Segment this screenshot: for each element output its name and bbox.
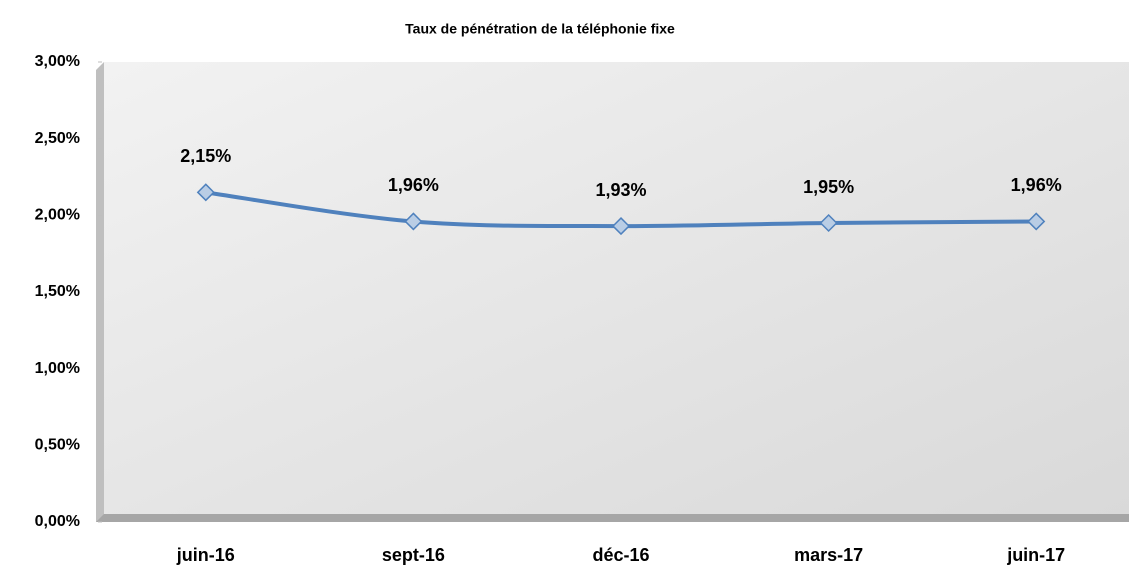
marker [196,183,215,202]
x-tick-label: juin-16 [176,545,235,565]
y-tick-label: 2,50% [35,130,80,147]
y-tick-label: 1,00% [35,360,80,377]
chart-title: Taux de pénétration de la téléphonie fix… [405,21,675,37]
chart-layer: 0,00% 0,50% 1,00% 1,50% 2,00% 2,50% 3,00% juin-… [35,53,1066,565]
y-tick-label: 2,00% [35,207,80,224]
y-tick-label: 0,00% [35,513,80,530]
x-tick-label: sept-16 [382,545,445,565]
data-label: 1,93% [595,180,646,200]
x-tick-label: déc-16 [592,545,649,565]
y-tick-label: 0,50% [35,437,80,454]
marker [1027,212,1046,231]
plot-area [104,62,1129,514]
y-tick-label: 3,00% [35,53,80,70]
data-label: 1,95% [803,177,854,197]
y-tick-label: 1,50% [35,283,80,300]
marker [611,217,631,236]
data-label: 1,96% [1011,175,1062,195]
data-label: 2,15% [180,146,231,166]
x-tick-label: juin-17 [1006,545,1065,565]
x-tick-label: mars-17 [794,545,863,565]
marker [404,212,423,231]
plot-floor [96,514,1129,522]
data-label: 1,96% [388,175,439,195]
marker [819,213,838,233]
